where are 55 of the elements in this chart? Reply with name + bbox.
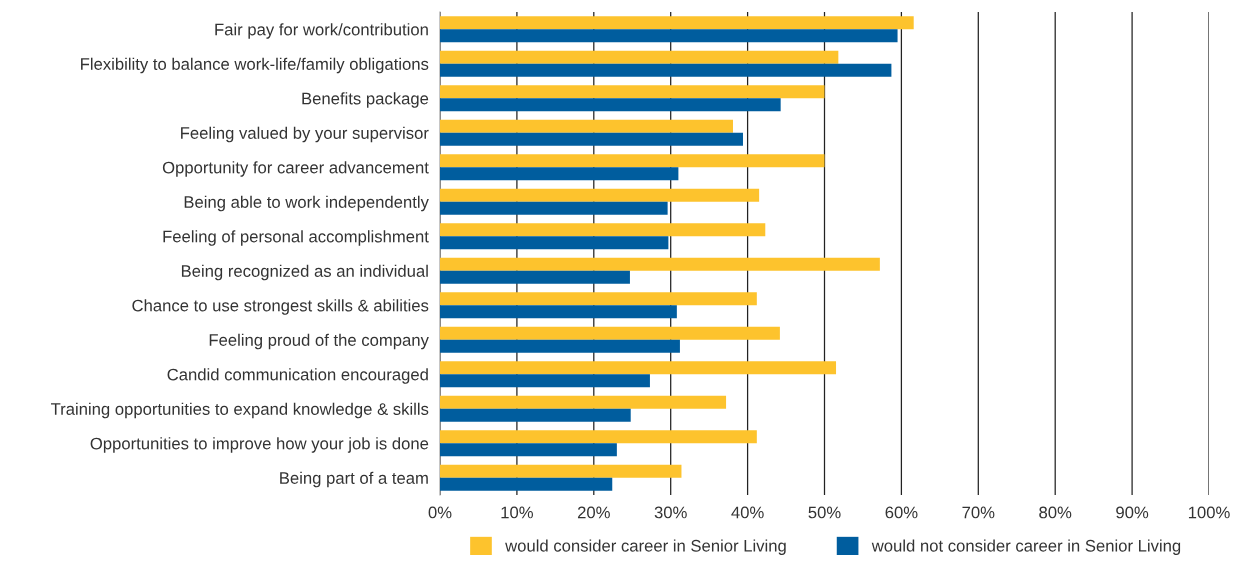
bar [440,167,679,181]
x-tick-label: 10% [501,506,533,519]
legend-label: would consider career in Senior Living [505,539,786,555]
bar [440,395,727,409]
y-tick-label: Fair pay for work/contribution [215,23,428,39]
bar [440,339,680,353]
bar [440,119,733,133]
x-tick-label: 30% [654,506,687,519]
y-tick-label: Opportunity for career advancement [162,161,429,177]
x-tick-label: 0% [428,506,452,519]
bar [440,16,914,30]
bar [440,201,668,215]
y-tick-label: Training opportunities to expand knowledge & skills [50,402,429,419]
bar [440,326,780,340]
x-tick-label: 70% [962,506,995,519]
y-tick-label: Feeling valued by your supervisor [181,126,429,143]
bar [440,257,880,271]
y-tick-label: Flexibility to balance work-life/family obligations [81,57,429,74]
bar [440,374,650,388]
y-tick-label: Being recognized as an individual [181,264,428,281]
bar [440,270,630,284]
bar [440,132,743,146]
bar [440,477,613,491]
bar [440,50,839,64]
bar [440,361,837,375]
bar [440,408,631,422]
bar [440,154,825,168]
y-tick-label: Feeling proud of the company [209,333,429,350]
x-tick-label: 90% [1116,506,1149,519]
bar [440,292,757,306]
y-tick-label: Being able to work independently [184,195,429,212]
x-tick-label: 80% [1039,506,1072,519]
bar [440,188,760,202]
bar [440,85,825,99]
bar [440,430,757,444]
y-tick-label: Feeling of personal accomplishment [163,230,429,246]
bar [440,443,617,457]
bar [440,305,677,319]
legend-label: would not consider career in Senior Living [871,539,1181,555]
y-tick-label: Being part of a team [280,471,428,488]
y-tick-label: Benefits package [302,92,429,108]
bar [440,63,892,77]
x-tick-label: 40% [731,506,764,519]
y-tick-label: Chance to use strongest skills & abilities [132,299,429,315]
y-tick-label: Opportunities to improve how your job is done [90,437,429,453]
x-tick-label: 20% [577,506,610,519]
y-tick-label: Candid communication encouraged [167,368,428,384]
bar [440,223,766,237]
bar [440,29,898,43]
bar [440,98,781,112]
bar [440,464,682,478]
x-tick-label: 50% [808,506,841,519]
x-tick-label: 60% [885,506,918,519]
x-tick-label: 100% [1188,506,1230,519]
bar [440,236,669,250]
